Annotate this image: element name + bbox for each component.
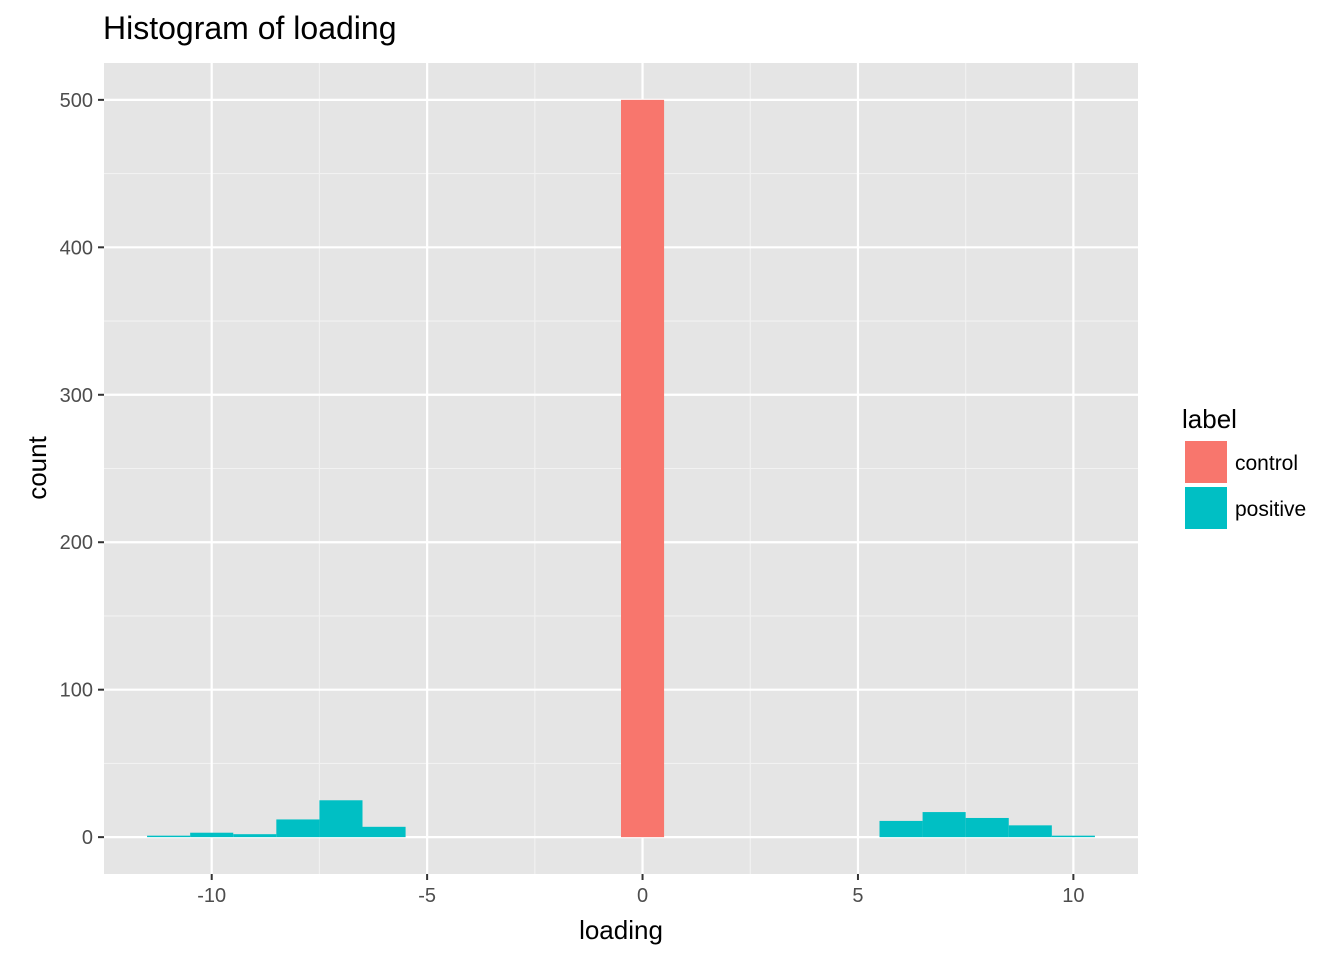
x-tick-label: -10 [197, 885, 226, 907]
legend: label control positive [1182, 404, 1306, 529]
legend-label-positive: positive [1235, 498, 1306, 521]
x-tick-label: 5 [852, 885, 863, 907]
y-axis-title: count [22, 435, 52, 499]
y-tick-label: 200 [60, 532, 93, 554]
y-tick-label: 100 [60, 680, 93, 702]
bar-positive [922, 812, 966, 838]
histogram-bars [147, 99, 1095, 838]
y-tick-label: 300 [60, 385, 93, 407]
legend-label-control: control [1235, 452, 1298, 475]
bar-positive [276, 819, 320, 838]
bar-positive [1051, 835, 1095, 838]
bar-positive [190, 832, 234, 838]
chart-title: Histogram of loading [103, 10, 396, 46]
x-tick-label: 10 [1062, 885, 1084, 907]
y-tick-label: 400 [60, 237, 93, 259]
bar-control [621, 99, 665, 838]
bar-positive [1008, 825, 1052, 838]
x-axis-title: loading [579, 915, 663, 945]
y-tick-label: 500 [60, 90, 93, 112]
x-axis: -10 -5 0 5 10 [197, 874, 1085, 907]
y-tick-label: 0 [82, 827, 93, 849]
legend-key-control [1185, 441, 1227, 483]
bar-positive [233, 834, 277, 838]
bar-positive [319, 800, 363, 838]
x-tick-label: 0 [637, 885, 648, 907]
legend-key-positive [1185, 487, 1227, 529]
bar-positive [879, 820, 923, 838]
bar-positive [362, 826, 406, 838]
bar-positive [147, 835, 191, 838]
bar-positive [965, 817, 1009, 838]
legend-title: label [1182, 404, 1237, 434]
y-axis: 0 100 200 300 400 500 [60, 90, 104, 849]
x-tick-label: -5 [418, 885, 436, 907]
